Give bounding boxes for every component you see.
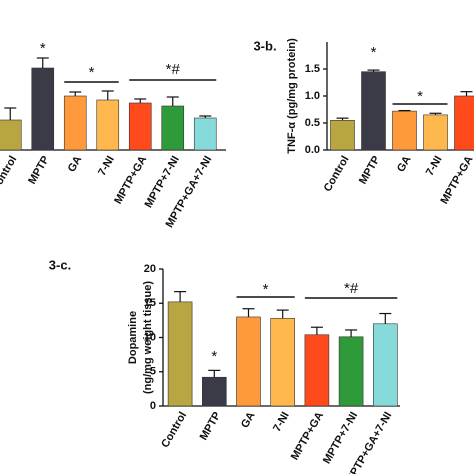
y-axis-label: (ng/mg weight tissue) <box>142 281 154 394</box>
panel-title: 3-c. <box>49 257 71 272</box>
x-tick-label: Control <box>159 410 189 450</box>
x-tick-label: GA <box>66 154 85 174</box>
x-tick-label: 7-NI <box>424 154 445 178</box>
annotation: * <box>40 40 46 57</box>
bar <box>161 105 185 151</box>
x-tick-label: GA <box>239 410 258 430</box>
x-tick-label: MPTP+7-NI <box>321 410 360 466</box>
bar <box>330 120 355 151</box>
y-tick-label: 10 <box>144 331 156 343</box>
annotation: * <box>417 88 423 105</box>
y-axis-label: TNF-α (pg/mg protein) <box>286 38 298 154</box>
bar <box>236 316 261 407</box>
y-tick-label: 0 <box>150 400 156 412</box>
y-tick-label: 1.5 <box>305 63 320 75</box>
y-tick-label: 0.5 <box>305 117 320 129</box>
bar <box>372 323 398 407</box>
y-tick-label: 1.0 <box>305 90 320 102</box>
bar <box>128 102 152 151</box>
bar <box>270 318 296 407</box>
bar <box>96 99 120 151</box>
annotation: * <box>89 64 95 81</box>
y-axis-label: Dopamine <box>127 311 139 364</box>
bar <box>31 67 55 151</box>
annotation: * <box>371 44 377 61</box>
x-tick-label: GA <box>395 154 414 174</box>
panel-title: 3-b. <box>253 38 276 53</box>
bar <box>63 95 87 151</box>
x-tick-label: MPTP+GA <box>112 154 149 206</box>
y-tick-label: 20 <box>144 263 156 275</box>
x-tick-label: MPTP <box>357 154 383 186</box>
x-tick-label: 7-NI <box>271 410 292 434</box>
x-tick-label: MPTP <box>26 154 52 186</box>
y-tick-label: 15 <box>144 297 156 309</box>
bar <box>392 110 417 151</box>
bar <box>423 114 448 151</box>
x-tick-label: MPTP <box>198 410 224 442</box>
x-tick-label: MPTP+GA <box>289 410 326 462</box>
x-tick-label: Control <box>0 154 19 194</box>
bar <box>338 336 364 407</box>
bar <box>454 95 474 151</box>
bar <box>167 301 193 407</box>
x-tick-label: Control <box>322 154 352 194</box>
y-tick-label: 0.0 <box>305 144 320 156</box>
x-tick-label: MPTP+GA <box>438 154 474 206</box>
bar <box>202 376 227 407</box>
annotation: * <box>263 281 269 298</box>
bar <box>304 334 330 407</box>
annotation: * <box>211 348 217 365</box>
annotation: *# <box>166 61 181 78</box>
bar <box>0 119 22 151</box>
annotation: *# <box>344 280 359 297</box>
x-tick-label: 7-NI <box>96 154 117 178</box>
bar <box>193 117 217 151</box>
y-tick-label: 5 <box>150 366 156 378</box>
bar <box>361 71 386 151</box>
